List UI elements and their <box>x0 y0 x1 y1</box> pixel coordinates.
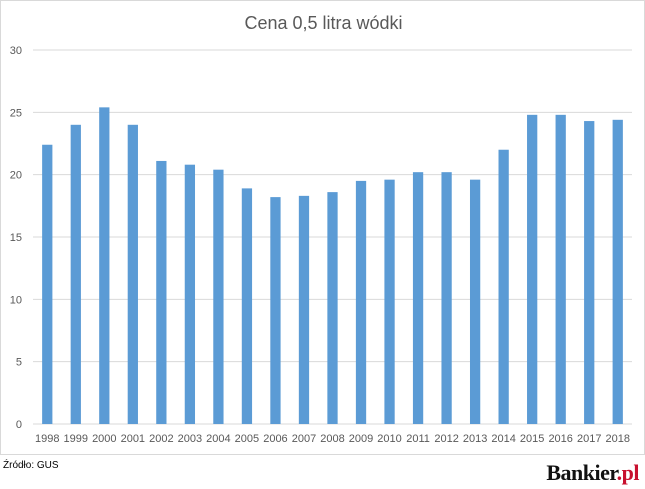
chart-area: Cena 0,5 litra wódki 0 5 10 15 20 25 30 1998 199… <box>0 0 645 455</box>
x-tick-label: 1999 <box>64 433 88 445</box>
bar-1999 <box>70 124 81 425</box>
y-tick-label: 0 <box>16 419 22 431</box>
bar-2011 <box>412 172 424 424</box>
x-tick-label: 2007 <box>292 433 316 445</box>
x-tick-label: 2004 <box>206 433 230 445</box>
x-tick-label: 2008 <box>320 433 344 445</box>
bar-2006 <box>270 197 281 424</box>
y-tick-label: 30 <box>10 45 22 57</box>
bar-2017 <box>584 121 595 424</box>
y-tick-label: 5 <box>16 357 22 369</box>
x-tick-label: 2009 <box>349 433 373 445</box>
brand-domain: .pl <box>616 460 640 485</box>
brand-name: Bankier <box>546 460 617 485</box>
x-tick-label: 2016 <box>548 433 572 445</box>
x-tick-label: 2011 <box>406 433 430 445</box>
bar-2010 <box>384 179 395 424</box>
x-tick-label: 2013 <box>463 433 487 445</box>
chart-title: Cena 0,5 litra wódki <box>244 13 403 33</box>
bar-2007 <box>298 195 310 424</box>
x-tick-label: 2001 <box>121 433 145 445</box>
bar-2004 <box>213 169 224 424</box>
x-tick-label: 2002 <box>149 433 173 445</box>
x-tick-label: 1998 <box>35 433 59 445</box>
bar-2018 <box>612 119 623 425</box>
bar-chart-plot: 0 5 10 15 20 25 30 1998 1999 2000 2001 2002 2003 2004… <box>10 45 632 445</box>
bar-2014 <box>498 149 509 424</box>
y-tick-label: 10 <box>10 294 22 306</box>
bar-2000 <box>99 107 110 424</box>
x-tick-label: 2014 <box>491 433 515 445</box>
bar-2008 <box>327 192 338 424</box>
bar-2009 <box>355 180 367 424</box>
source-note: Źródło: GUS <box>3 460 59 471</box>
x-tick-label: 2000 <box>92 433 116 445</box>
x-tick-label: 2017 <box>577 433 601 445</box>
x-tick-label: 2003 <box>178 433 202 445</box>
bar-2015 <box>527 114 538 425</box>
bar-2012 <box>441 172 452 424</box>
y-tick-label: 25 <box>10 107 22 119</box>
y-tick-label: 20 <box>10 170 22 182</box>
x-tick-label: 2010 <box>377 433 401 445</box>
bar-2005 <box>241 188 253 424</box>
bar-2016 <box>555 114 566 425</box>
bar-1998 <box>42 144 53 424</box>
x-tick-label: 2006 <box>263 433 287 445</box>
y-tick-label: 15 <box>10 232 22 244</box>
bar-2001 <box>127 124 138 425</box>
x-tick-label: 2012 <box>434 433 458 445</box>
brand-logo: Bankier.pl <box>546 460 639 486</box>
x-tick-label: 2015 <box>520 433 544 445</box>
x-tick-label: 2005 <box>235 433 259 445</box>
x-tick-label: 2018 <box>605 433 629 445</box>
bar-2002 <box>156 160 167 424</box>
bar-2013 <box>469 179 481 424</box>
bar-2003 <box>184 164 196 424</box>
